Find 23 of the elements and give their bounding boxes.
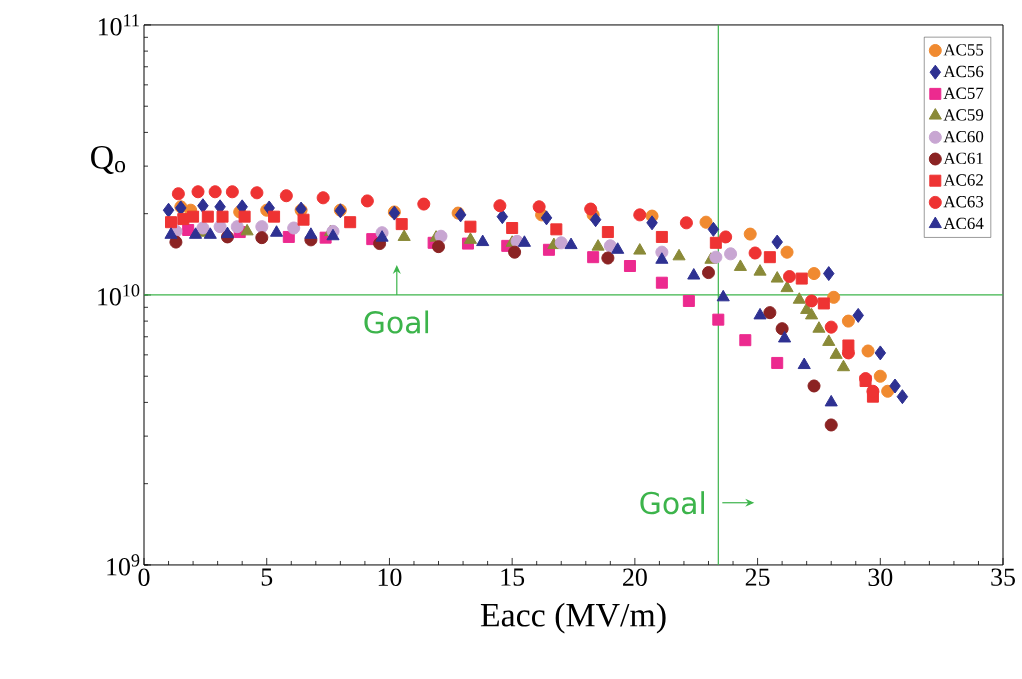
- legend-label: AC59: [943, 109, 984, 121]
- x-tick-label: 0: [138, 568, 150, 586]
- legend-label: AC63: [943, 196, 984, 208]
- x-tick-label: 5: [261, 568, 273, 586]
- x-tick-label: 15: [501, 568, 525, 586]
- legend-label: AC62: [943, 174, 983, 186]
- legend-label: AC56: [943, 65, 984, 78]
- annotation: Goal: [640, 491, 704, 515]
- x-tick-label: 20: [623, 568, 647, 586]
- legend-label: AC61: [943, 152, 983, 165]
- x-tick-label: 35: [991, 568, 1015, 586]
- y-tick-label: 10$^{11}$: [98, 14, 139, 36]
- annotation: Goal: [364, 310, 429, 334]
- x-tick-label: 10: [378, 568, 402, 586]
- x-tick-label: 30: [868, 568, 893, 586]
- legend-label: AC64: [943, 217, 984, 230]
- legend-label: AC55: [943, 44, 984, 56]
- legend-label: AC57: [943, 87, 984, 99]
- y-axis-title: Q$_{o}$: [91, 146, 126, 174]
- y-tick-label: 10$^{10}$: [98, 284, 140, 306]
- x-axis-title: Eacc (MV/m): [480, 602, 666, 634]
- legend-label: AC60: [943, 130, 984, 143]
- x-tick-label: 25: [745, 568, 770, 586]
